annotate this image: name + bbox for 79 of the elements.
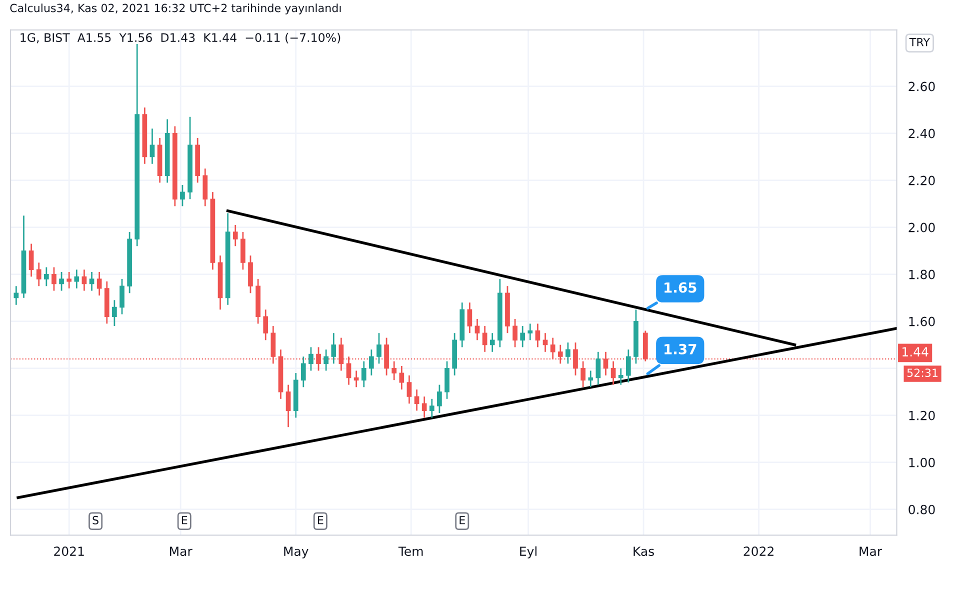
text: 52:31 [907, 368, 938, 377]
candlestick [437, 384, 442, 414]
candlestick [202, 168, 208, 207]
candlestick [66, 271, 72, 290]
candlestick [263, 308, 268, 341]
candlestick [36, 262, 42, 287]
candlestick [368, 348, 374, 376]
ref-line-label: 1.44 [902, 347, 928, 356]
x-tick-label: 2021 [54, 546, 84, 556]
candlestick [240, 231, 246, 270]
text: TRY [909, 38, 930, 46]
candlestick [444, 360, 450, 400]
candlestick [429, 398, 434, 418]
x-tick-label: Mar [170, 546, 192, 556]
candlestick [414, 388, 420, 412]
y-tick-label: 0.80 [908, 504, 935, 514]
y-tick-label: 2.20 [908, 176, 935, 186]
annotation: S [92, 516, 98, 524]
candlestick [618, 368, 624, 386]
x-tick-label: Tem [398, 546, 423, 556]
y-tick-label: 1.20 [909, 410, 935, 420]
candlestick [28, 243, 34, 278]
candlestick [82, 268, 87, 292]
candlestick [300, 356, 306, 388]
candlestick [422, 396, 427, 418]
x-tick-label: May [284, 546, 308, 558]
annotation: E [460, 516, 465, 524]
candlestick [596, 351, 601, 386]
candlestick [490, 332, 495, 353]
candlestick [59, 271, 64, 292]
candlestick [482, 325, 488, 353]
candlestick [354, 370, 359, 388]
candlestick [474, 318, 480, 341]
annotation: 1.65 [664, 282, 696, 293]
candlestick [467, 302, 472, 334]
candlestick [610, 360, 616, 386]
candlestick [120, 278, 124, 315]
candlestick [626, 348, 631, 384]
y-tick-label: 1.00 [909, 458, 935, 468]
candlestick [399, 365, 404, 390]
y-tick-label: 1.80 [909, 270, 935, 280]
annotation: 1.37 [664, 344, 696, 354]
candlestick [232, 224, 238, 247]
annotation: E [182, 516, 188, 524]
y-tick-label: 1.60 [909, 316, 935, 326]
candlestick [588, 370, 594, 388]
candlestick [361, 360, 366, 388]
x-tick-label: 2022 [744, 546, 774, 556]
candlestick [286, 384, 291, 428]
candlestick [180, 184, 185, 207]
candlestick [520, 325, 526, 348]
candlestick [580, 360, 586, 388]
x-tick-label: Kas [634, 546, 654, 556]
candlestick [52, 266, 56, 292]
candlestick [96, 271, 102, 296]
y-tick-label: 2.40 [908, 128, 935, 138]
candlestick [74, 268, 80, 290]
chart-title: 1G, BIST A1.55 Y1.56 D1.43 K1.44 −0.11 (−7.10%) [20, 32, 340, 44]
candlestick [392, 360, 397, 381]
candlestick [406, 374, 412, 404]
candlestick [44, 266, 49, 287]
text: Calculus34, Kas 02, 2021 16:32 UTC+2 tarihinde yayınlandı [10, 4, 341, 14]
candlestick [512, 318, 518, 348]
candlestick [308, 346, 314, 372]
candlestick [324, 348, 329, 372]
candlestick [528, 322, 533, 341]
candlestick [376, 332, 382, 364]
candlestick [150, 128, 155, 165]
y-tick-label: 2.00 [908, 222, 935, 232]
x-tick-label: Eyl [520, 546, 536, 558]
candlestick [89, 271, 94, 292]
x-tick-label: Mar [860, 546, 882, 556]
candlestick [331, 332, 336, 364]
candlestick [566, 342, 570, 364]
candlestick [248, 254, 253, 294]
candlestick [535, 322, 540, 348]
annotation: E [318, 516, 324, 524]
candlestick [112, 299, 117, 327]
y-tick-label: 2.60 [908, 82, 935, 92]
